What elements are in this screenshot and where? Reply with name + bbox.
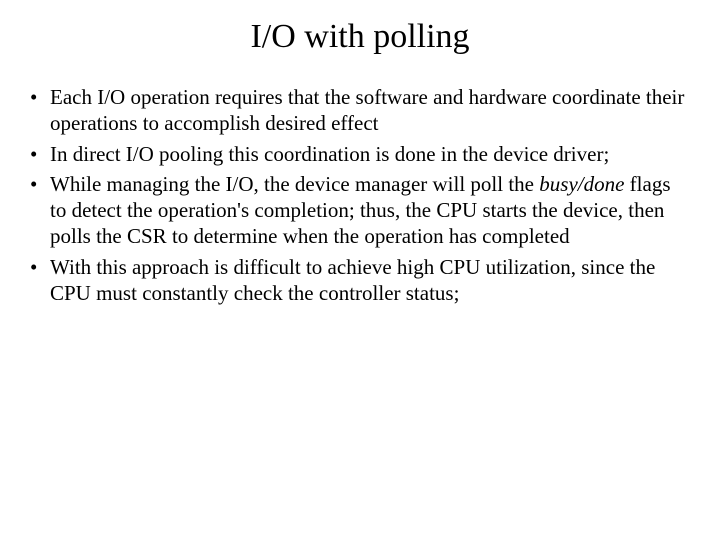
bullet-list: Each I/O operation requires that the sof… bbox=[28, 84, 692, 306]
slide-title: I/O with polling bbox=[28, 18, 692, 56]
bullet-item: In direct I/O pooling this coordination … bbox=[28, 141, 692, 167]
bullet-text: Each I/O operation requires that the sof… bbox=[50, 85, 684, 135]
bullet-text: busy/done bbox=[539, 172, 624, 196]
bullet-text: While managing the I/O, the device manag… bbox=[50, 172, 539, 196]
bullet-item: Each I/O operation requires that the sof… bbox=[28, 84, 692, 137]
bullet-item: While managing the I/O, the device manag… bbox=[28, 171, 692, 250]
bullet-text: With this approach is difficult to achie… bbox=[50, 255, 655, 305]
slide: I/O with polling Each I/O operation requ… bbox=[0, 0, 720, 540]
bullet-item: With this approach is difficult to achie… bbox=[28, 254, 692, 307]
bullet-text: In direct I/O pooling this coordination … bbox=[50, 142, 609, 166]
